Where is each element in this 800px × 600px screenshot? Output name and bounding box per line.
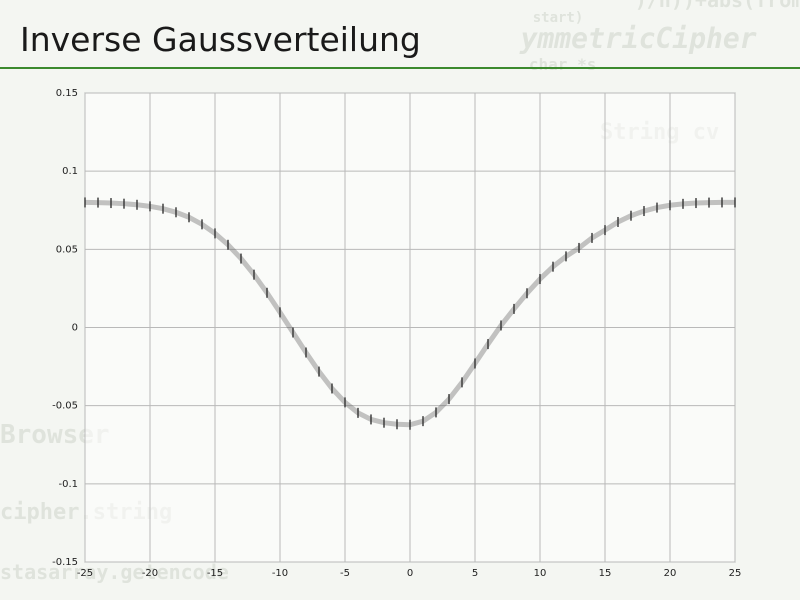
y-tick-label: 0 [72,323,78,334]
x-tick-label: -10 [272,568,288,579]
x-tick-label: 10 [534,568,547,579]
y-tick-label: -0.1 [58,479,78,490]
x-tick-label: 0 [407,568,413,579]
slide-title: Inverse Gaussverteilung [20,20,421,59]
x-tick-label: -5 [340,568,350,579]
x-tick-label: 15 [599,568,612,579]
x-tick-label: 20 [664,568,677,579]
y-tick-label: 0.05 [56,244,78,255]
x-tick-label: 25 [729,568,742,579]
y-tick-label: 0.15 [56,88,78,99]
x-tick-label: -25 [77,568,93,579]
x-tick-label: 5 [472,568,478,579]
y-tick-label: 0.1 [62,166,78,177]
x-tick-label: -20 [142,568,158,579]
y-tick-label: -0.05 [52,401,78,412]
x-tick-label: -15 [207,568,223,579]
title-divider [0,67,800,69]
y-tick-label: -0.15 [52,557,78,568]
